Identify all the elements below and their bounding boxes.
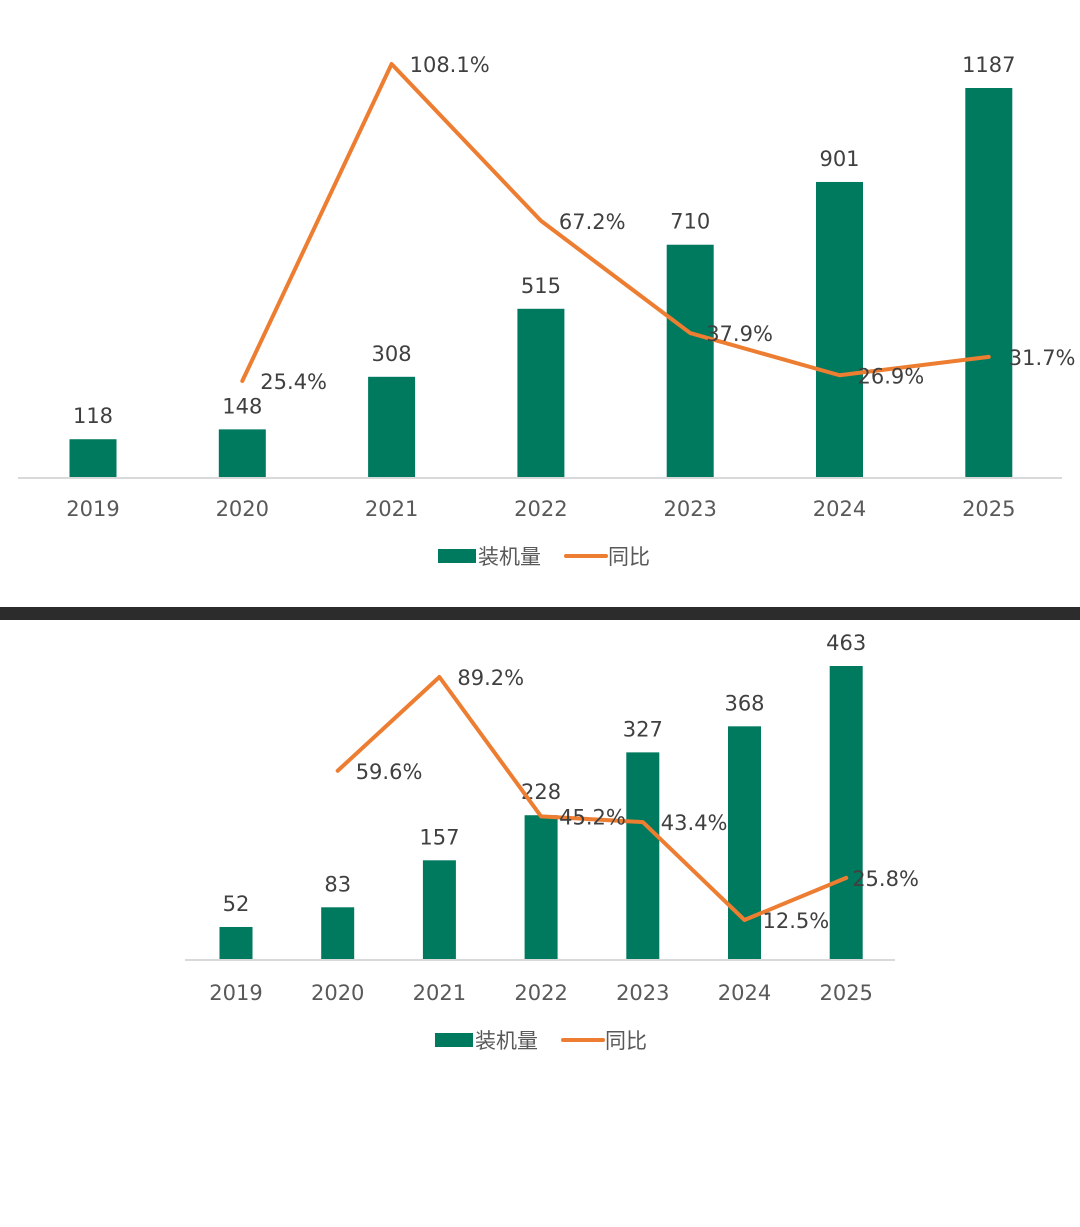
yoy-label-2022: 45.2% xyxy=(559,805,626,829)
x-tick-label-2023: 2023 xyxy=(663,497,716,521)
bar-2023 xyxy=(626,752,660,960)
bar-value-label-2023: 327 xyxy=(623,717,663,741)
yoy-label-2023: 37.9% xyxy=(706,322,773,346)
yoy-label-2020: 59.6% xyxy=(356,760,423,784)
chart-top: 118 148 308 515 710 901 1187 2019 2020 2021 2022 20… xyxy=(18,53,1076,569)
yoy-label-2024: 26.9% xyxy=(858,364,925,388)
yoy-label-2025: 31.7% xyxy=(1009,346,1076,370)
x-tick-label-2024: 2024 xyxy=(813,497,866,521)
legend: 装机量 同比 xyxy=(438,545,650,569)
x-tick-label-2019: 2019 xyxy=(66,497,119,521)
bar-value-label-2020: 83 xyxy=(324,872,351,896)
x-tick-label-2025: 2025 xyxy=(962,497,1015,521)
bar-2022 xyxy=(517,308,565,478)
x-tick-label-2020: 2020 xyxy=(216,497,269,521)
x-tick-label-2019: 2019 xyxy=(209,981,262,1005)
yoy-label-2025: 25.8% xyxy=(852,867,919,891)
x-tick-label-2021: 2021 xyxy=(413,981,466,1005)
bar-2023 xyxy=(666,244,714,478)
legend-bar-swatch xyxy=(435,1033,473,1047)
bar-value-label-2019: 52 xyxy=(223,892,250,916)
x-tick-label-2020: 2020 xyxy=(311,981,364,1005)
bar-2021 xyxy=(368,376,416,478)
bar-value-label-2024: 901 xyxy=(819,147,859,171)
x-tick-label-2025: 2025 xyxy=(819,981,872,1005)
bar-value-label-2021: 308 xyxy=(372,342,412,366)
bar-value-label-2019: 118 xyxy=(73,404,113,428)
yoy-line xyxy=(335,675,849,922)
bar-2020 xyxy=(321,907,355,960)
yoy-label-2023: 43.4% xyxy=(661,811,728,835)
x-tick-label-2022: 2022 xyxy=(514,497,567,521)
legend-bar-swatch xyxy=(438,549,476,563)
legend-line-label: 同比 xyxy=(608,545,650,569)
yoy-label-2021: 89.2% xyxy=(457,666,524,690)
bar-2021 xyxy=(422,860,456,960)
bar-value-label-2025: 1187 xyxy=(962,53,1015,77)
bar-2024 xyxy=(816,181,863,478)
yoy-line xyxy=(240,62,991,383)
chart-bottom: 52 83 157 228 327 368 463 2019 2020 2021 2022 2023 2… xyxy=(185,631,919,1053)
x-tick-label-2022: 2022 xyxy=(514,981,567,1005)
bar-value-label-2025: 463 xyxy=(826,631,866,655)
yoy-label-2024: 12.5% xyxy=(763,909,830,933)
bar-value-label-2024: 368 xyxy=(724,691,764,715)
legend-bar-label: 装机量 xyxy=(475,1029,538,1053)
x-tick-label-2021: 2021 xyxy=(365,497,418,521)
divider xyxy=(0,607,1080,620)
legend-bar-label: 装机量 xyxy=(478,545,541,569)
bar-value-label-2021: 157 xyxy=(419,825,459,849)
bar-2019 xyxy=(219,926,253,960)
bar-value-label-2020: 148 xyxy=(222,394,262,418)
bar-2022 xyxy=(524,815,558,960)
legend-line-label: 同比 xyxy=(605,1029,647,1053)
bar-value-label-2022: 228 xyxy=(521,780,561,804)
yoy-label-2020: 25.4% xyxy=(260,370,327,394)
bar-2025 xyxy=(829,666,863,960)
bar-2019 xyxy=(69,439,117,478)
x-tick-label-2023: 2023 xyxy=(616,981,669,1005)
bar-value-label-2023: 710 xyxy=(670,210,710,234)
yoy-label-2022: 67.2% xyxy=(559,210,626,234)
bar-2024 xyxy=(728,726,761,960)
bar-2020 xyxy=(218,429,266,478)
bar-value-label-2022: 515 xyxy=(521,274,561,298)
yoy-label-2021: 108.1% xyxy=(410,53,490,77)
legend: 装机量 同比 xyxy=(435,1029,647,1053)
x-tick-label-2024: 2024 xyxy=(718,981,771,1005)
bar-2025 xyxy=(965,88,1013,478)
